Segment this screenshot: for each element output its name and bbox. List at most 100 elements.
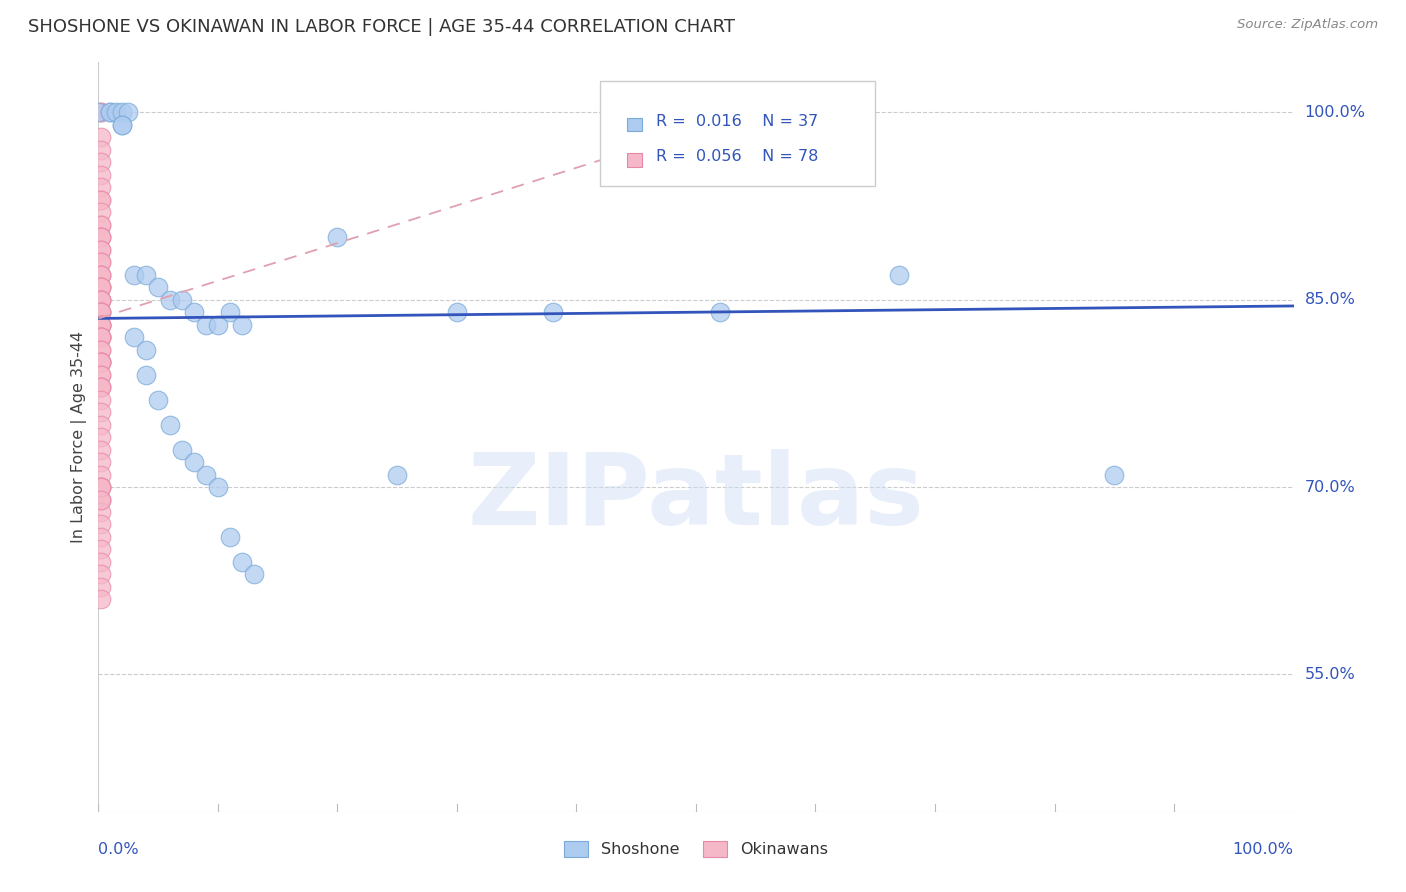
Legend: Shoshone, Okinawans: Shoshone, Okinawans bbox=[558, 834, 834, 863]
Point bbox=[90, 255, 112, 269]
Text: ZIPatlas: ZIPatlas bbox=[468, 449, 924, 546]
Point bbox=[90, 305, 112, 319]
Point bbox=[148, 280, 170, 294]
Point bbox=[541, 305, 564, 319]
Point bbox=[90, 330, 112, 344]
Point bbox=[111, 118, 134, 132]
Point bbox=[183, 455, 205, 469]
Point bbox=[172, 293, 194, 307]
Point bbox=[90, 280, 112, 294]
Point bbox=[90, 293, 112, 307]
Point bbox=[148, 392, 170, 407]
Point bbox=[90, 355, 112, 369]
Text: R =  0.016    N = 37: R = 0.016 N = 37 bbox=[657, 114, 818, 129]
Point bbox=[90, 455, 112, 469]
Point bbox=[243, 567, 266, 582]
Point bbox=[124, 268, 146, 282]
Point bbox=[90, 355, 112, 369]
Point bbox=[90, 318, 112, 332]
Point bbox=[90, 168, 112, 182]
Point bbox=[90, 268, 112, 282]
Text: 85.0%: 85.0% bbox=[1305, 293, 1355, 307]
Point bbox=[90, 130, 112, 145]
Point bbox=[90, 505, 112, 519]
Point bbox=[90, 417, 112, 432]
Point bbox=[207, 480, 229, 494]
Point bbox=[90, 330, 112, 344]
Point bbox=[90, 230, 112, 244]
Point bbox=[117, 105, 139, 120]
Point bbox=[90, 380, 112, 394]
Point bbox=[90, 280, 112, 294]
Point bbox=[90, 218, 112, 232]
Point bbox=[90, 243, 112, 257]
Point bbox=[90, 180, 112, 194]
Point bbox=[90, 293, 112, 307]
Point bbox=[105, 105, 128, 120]
Point bbox=[1104, 467, 1126, 482]
Point bbox=[195, 318, 218, 332]
Y-axis label: In Labor Force | Age 35-44: In Labor Force | Age 35-44 bbox=[72, 331, 87, 543]
Point bbox=[90, 343, 112, 357]
Text: 55.0%: 55.0% bbox=[1305, 667, 1355, 681]
Point bbox=[90, 143, 112, 157]
Point bbox=[90, 280, 112, 294]
Point bbox=[90, 230, 112, 244]
Point bbox=[90, 330, 112, 344]
Point bbox=[90, 392, 112, 407]
Point bbox=[326, 230, 349, 244]
Text: 100.0%: 100.0% bbox=[1305, 105, 1365, 120]
Point bbox=[219, 530, 242, 544]
Point bbox=[90, 592, 112, 607]
Point bbox=[90, 380, 112, 394]
Point bbox=[172, 442, 194, 457]
Point bbox=[90, 555, 112, 569]
Point bbox=[124, 330, 146, 344]
Point bbox=[90, 492, 112, 507]
Point bbox=[90, 205, 112, 219]
Point bbox=[90, 355, 112, 369]
Point bbox=[90, 105, 112, 120]
Point bbox=[90, 293, 112, 307]
Point bbox=[90, 193, 112, 207]
Point bbox=[90, 268, 112, 282]
Text: 0.0%: 0.0% bbox=[98, 842, 139, 857]
Point bbox=[90, 293, 112, 307]
Text: 70.0%: 70.0% bbox=[1305, 480, 1355, 494]
Point bbox=[446, 305, 468, 319]
Point bbox=[709, 305, 731, 319]
Text: R =  0.056    N = 78: R = 0.056 N = 78 bbox=[657, 149, 818, 164]
FancyBboxPatch shape bbox=[627, 118, 641, 131]
Point bbox=[87, 105, 110, 120]
Point bbox=[90, 305, 112, 319]
Point bbox=[90, 380, 112, 394]
FancyBboxPatch shape bbox=[627, 153, 641, 167]
Point bbox=[111, 118, 134, 132]
FancyBboxPatch shape bbox=[600, 81, 875, 186]
Point bbox=[90, 368, 112, 382]
Point bbox=[135, 368, 157, 382]
Point bbox=[90, 230, 112, 244]
Point bbox=[90, 318, 112, 332]
Point bbox=[90, 467, 112, 482]
Text: 100.0%: 100.0% bbox=[1233, 842, 1294, 857]
Point bbox=[98, 105, 122, 120]
Point bbox=[90, 480, 112, 494]
Point bbox=[90, 355, 112, 369]
Point bbox=[90, 330, 112, 344]
Point bbox=[135, 343, 157, 357]
Point bbox=[90, 105, 112, 120]
Point bbox=[183, 305, 205, 319]
Point bbox=[90, 243, 112, 257]
Point bbox=[90, 567, 112, 582]
Point bbox=[90, 492, 112, 507]
Point bbox=[231, 318, 253, 332]
Point bbox=[90, 430, 112, 444]
Point bbox=[90, 318, 112, 332]
Point bbox=[90, 155, 112, 169]
Point bbox=[207, 318, 229, 332]
Point bbox=[90, 318, 112, 332]
Point bbox=[90, 255, 112, 269]
Point bbox=[90, 517, 112, 532]
Point bbox=[98, 105, 122, 120]
